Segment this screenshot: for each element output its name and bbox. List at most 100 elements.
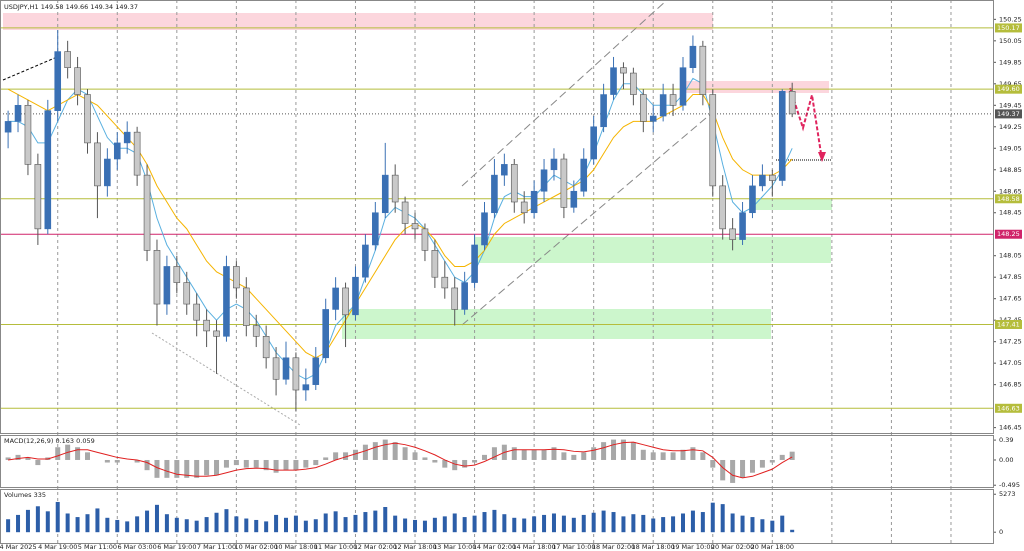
volume-bar <box>740 515 745 533</box>
volume-bar <box>422 520 427 533</box>
volume-bar <box>571 517 576 533</box>
candle-body <box>659 94 667 117</box>
macd-bar <box>372 442 378 460</box>
candle-body <box>421 228 429 251</box>
volume-bar <box>690 510 695 533</box>
volume-bar <box>591 512 596 533</box>
volume-bar <box>413 519 418 533</box>
x-tick-label: 12 Mar 02:00 <box>354 543 397 551</box>
macd-bar <box>720 459 726 481</box>
candle-body <box>203 319 210 332</box>
volume-bar <box>343 517 348 533</box>
candle-body <box>481 212 488 246</box>
candle-body <box>193 303 200 321</box>
volume-bar <box>522 518 527 533</box>
macd-bar <box>412 452 418 460</box>
x-tick-label: 12 Mar 18:00 <box>393 543 436 551</box>
macd-bar <box>333 452 339 460</box>
macd-bar <box>789 451 795 460</box>
volume-bar <box>65 513 70 533</box>
candle-body <box>580 158 588 192</box>
header: USDJPY,H1 149.58 149.66 149.34 149.37 <box>4 3 138 11</box>
candle-body <box>391 174 399 203</box>
volume-bar <box>303 520 308 533</box>
volume-bar <box>333 511 338 533</box>
channel-line <box>461 111 714 326</box>
volume-bar <box>135 516 140 533</box>
close: 149.37 <box>115 3 138 11</box>
macd-bar <box>482 454 487 460</box>
macd-bar <box>561 452 567 460</box>
macd-bar <box>114 459 120 463</box>
volume-bar <box>274 514 279 533</box>
y-tick-label: 0.00 <box>999 456 1013 464</box>
macd-bar <box>25 457 31 460</box>
forecast-arrow <box>818 152 826 162</box>
x-tick-label: 10 Mar 18:00 <box>274 543 317 551</box>
y-tick-label: 150.25 <box>999 15 1022 23</box>
macd-bar <box>35 459 41 466</box>
volume-bar <box>611 512 616 533</box>
macd-bar <box>759 459 765 468</box>
candle-body <box>223 266 230 337</box>
x-tick-label: 10 Mar 02:00 <box>235 543 278 551</box>
volume-bar <box>363 512 368 533</box>
x-tick-label: 20 Mar 18:00 <box>751 543 794 551</box>
volume-bar <box>323 513 328 533</box>
candle-body <box>34 164 42 230</box>
macd-bar <box>313 459 319 466</box>
x-tick-label: 11 Mar 10:00 <box>314 543 357 551</box>
volume-bar <box>482 512 487 533</box>
candle-body <box>143 174 151 251</box>
candle-body <box>749 185 756 214</box>
y-tick-label: 148.45 <box>999 209 1022 217</box>
candle-body <box>54 51 62 111</box>
volume-bar <box>681 513 685 533</box>
signal-line <box>8 441 793 479</box>
macd-bar <box>749 459 755 473</box>
macd-bar <box>402 447 408 460</box>
macd-bar <box>571 454 577 460</box>
volume-bar <box>710 502 715 533</box>
y-tick-label: 0.39 <box>999 436 1013 444</box>
candle-body <box>252 325 260 337</box>
volume-bar <box>145 510 150 533</box>
candle-body <box>501 164 508 176</box>
y-tick-label: 149.25 <box>999 123 1022 131</box>
x-tick-label: 20 Mar 02:00 <box>711 543 754 551</box>
candle-body <box>84 94 91 144</box>
candle-body <box>104 158 111 187</box>
macd-bar <box>392 442 398 460</box>
macd-title: MACD(12,26,9) <box>4 437 53 445</box>
level-tag <box>995 229 1022 239</box>
volume-bar <box>105 517 110 533</box>
macd-panel <box>0 435 994 488</box>
macd-bar <box>362 444 368 460</box>
macd-bar <box>581 452 587 460</box>
level-label: 148.58 <box>997 195 1020 203</box>
x-tick-label: 18 Mar 02:00 <box>592 543 635 551</box>
candle-body <box>173 266 181 283</box>
supply-zone <box>686 81 829 93</box>
volume-bar <box>244 518 249 533</box>
volume-bar <box>780 515 785 533</box>
candle-body <box>302 384 310 391</box>
candle-body <box>332 287 339 310</box>
x-tick-label: 18 Mar 18:00 <box>632 543 675 551</box>
candle-body <box>163 266 171 305</box>
candle-body <box>689 45 697 68</box>
level-label: 146.63 <box>997 404 1020 412</box>
x-tick-label: 4 Mar 2025 <box>0 543 37 551</box>
volume-bar <box>313 519 318 533</box>
macd-bar <box>432 459 438 463</box>
volume-bar <box>750 517 755 533</box>
volume-bar <box>532 516 537 533</box>
macd-bar <box>303 459 309 468</box>
candle-body <box>620 67 627 74</box>
volume-bar <box>174 517 179 533</box>
volume-bar <box>383 507 388 533</box>
candle-body <box>352 276 359 316</box>
macd-bar <box>253 459 259 468</box>
